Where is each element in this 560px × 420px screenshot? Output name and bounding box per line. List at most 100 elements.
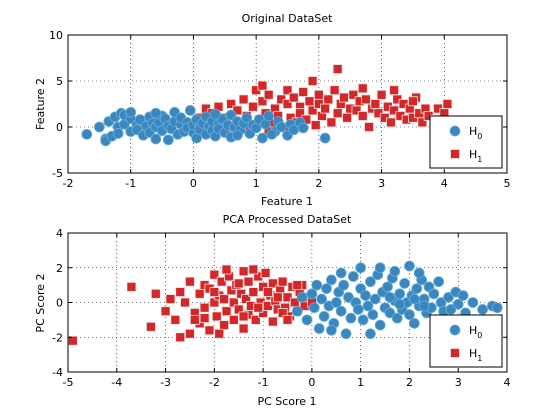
data-point-h0 bbox=[125, 106, 137, 118]
x-tick-label: -1 bbox=[125, 177, 136, 190]
legend-marker-circle bbox=[449, 324, 461, 336]
data-point-h0 bbox=[457, 290, 469, 301]
data-point-h1 bbox=[263, 287, 273, 297]
legend-label-subscript: 1 bbox=[477, 155, 482, 164]
data-point-h0 bbox=[112, 128, 124, 139]
data-point-h1 bbox=[194, 288, 205, 299]
data-point-h0 bbox=[352, 304, 364, 315]
data-point-h1 bbox=[263, 89, 274, 100]
data-point-h1 bbox=[238, 311, 249, 322]
data-point-h0 bbox=[391, 312, 403, 324]
data-point-h1 bbox=[204, 325, 215, 336]
data-point-h1 bbox=[282, 292, 293, 303]
data-point-h1 bbox=[211, 311, 222, 322]
x-tick-label: -4 bbox=[111, 376, 122, 389]
data-point-h1 bbox=[126, 281, 137, 292]
data-point-h0 bbox=[330, 297, 342, 308]
data-point-h0 bbox=[384, 307, 396, 319]
data-point-h1 bbox=[189, 314, 200, 325]
data-point-h0 bbox=[365, 276, 376, 288]
series-h0 bbox=[291, 260, 503, 340]
data-point-h0 bbox=[263, 110, 275, 122]
x-tick-label: 5 bbox=[504, 177, 511, 190]
data-point-h0 bbox=[81, 128, 93, 140]
data-point-h1 bbox=[160, 306, 171, 317]
x-tick-label: -5 bbox=[63, 376, 74, 389]
chart-pca-dataset: PCA Processed DataSet PC Score 1 PC Scor… bbox=[34, 213, 511, 408]
legend-marker-circle bbox=[449, 125, 461, 137]
data-point-h0 bbox=[308, 302, 320, 314]
data-point-h1 bbox=[260, 268, 271, 278]
data-point-h1 bbox=[389, 85, 400, 96]
data-point-h0 bbox=[413, 267, 425, 279]
x-axis-label: Feature 1 bbox=[261, 195, 313, 208]
x-tick-label: -3 bbox=[160, 376, 171, 389]
data-point-h0 bbox=[411, 283, 423, 295]
data-point-h0 bbox=[477, 304, 489, 315]
data-point-h0 bbox=[428, 288, 440, 300]
data-point-h0 bbox=[297, 122, 309, 134]
plot-area bbox=[68, 35, 507, 173]
data-point-h1 bbox=[257, 80, 268, 91]
data-point-h0 bbox=[313, 323, 325, 334]
data-point-h1 bbox=[228, 314, 239, 325]
x-tick-label: 4 bbox=[504, 376, 511, 389]
data-point-h1 bbox=[209, 269, 220, 280]
data-point-h1 bbox=[238, 94, 249, 105]
data-point-h0 bbox=[467, 297, 479, 308]
data-point-h0 bbox=[301, 314, 313, 326]
data-point-h1 bbox=[360, 94, 371, 105]
data-point-h0 bbox=[325, 274, 337, 286]
data-point-h0 bbox=[355, 262, 367, 274]
x-tick-label: -2 bbox=[63, 177, 74, 190]
data-point-h0 bbox=[266, 128, 278, 140]
data-point-h1 bbox=[288, 92, 299, 103]
y-tick-label: 10 bbox=[49, 29, 63, 42]
data-point-h0 bbox=[150, 107, 162, 119]
data-point-h1 bbox=[263, 301, 273, 311]
y-axis-label: Feature 2 bbox=[34, 78, 47, 130]
data-point-h1 bbox=[442, 99, 453, 109]
data-point-h1 bbox=[150, 288, 161, 299]
data-point-h1 bbox=[175, 332, 186, 343]
data-point-h1 bbox=[332, 108, 343, 119]
data-point-h0 bbox=[365, 328, 376, 340]
data-point-h1 bbox=[376, 89, 387, 100]
data-point-h0 bbox=[184, 105, 196, 116]
data-point-h1 bbox=[326, 117, 337, 128]
data-point-h0 bbox=[93, 121, 105, 133]
data-point-h1 bbox=[221, 306, 232, 317]
y-tick-label: -4 bbox=[52, 366, 63, 379]
data-point-h1 bbox=[267, 316, 278, 327]
data-point-h0 bbox=[362, 300, 374, 312]
data-point-h1 bbox=[339, 92, 349, 103]
data-point-h0 bbox=[394, 298, 406, 310]
x-tick-label: 3 bbox=[378, 177, 385, 190]
y-tick-label: 5 bbox=[56, 75, 63, 88]
data-point-h0 bbox=[311, 279, 323, 291]
data-point-h0 bbox=[257, 132, 268, 144]
data-point-h0 bbox=[343, 291, 354, 303]
data-point-h1 bbox=[238, 323, 249, 334]
chart-title: PCA Processed DataSet bbox=[223, 213, 352, 226]
data-point-h0 bbox=[394, 288, 406, 300]
data-point-h0 bbox=[408, 293, 420, 305]
chart-original-dataset: Original DataSet Feature 1 Feature 2 -2-… bbox=[34, 12, 511, 208]
data-point-h1 bbox=[292, 280, 303, 291]
x-ticks: -5 -4 -3 -2 -1 0 1 2 3 4 bbox=[63, 233, 511, 389]
data-point-h1 bbox=[320, 103, 331, 114]
x-tick-label: 0 bbox=[190, 177, 197, 190]
data-point-h0 bbox=[209, 108, 221, 120]
data-point-h1 bbox=[199, 313, 210, 324]
data-point-h1 bbox=[272, 292, 283, 303]
data-point-h1 bbox=[307, 76, 318, 86]
data-point-h1 bbox=[243, 276, 254, 287]
x-tick-label: 2 bbox=[406, 376, 413, 389]
data-point-h1 bbox=[248, 287, 259, 297]
x-tick-label: 4 bbox=[441, 177, 448, 190]
data-point-h1 bbox=[348, 89, 359, 100]
legend-label-subscript: 1 bbox=[477, 354, 482, 363]
